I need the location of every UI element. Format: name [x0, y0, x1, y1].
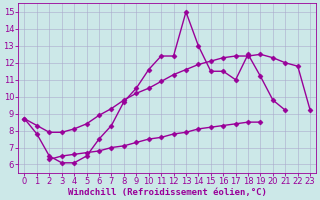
- X-axis label: Windchill (Refroidissement éolien,°C): Windchill (Refroidissement éolien,°C): [68, 188, 267, 197]
